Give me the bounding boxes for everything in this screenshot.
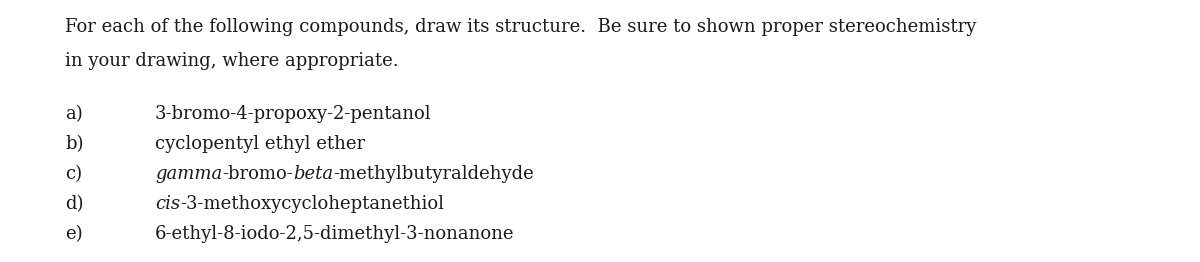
Text: a): a) <box>65 105 83 123</box>
Text: beta: beta <box>293 165 334 183</box>
Text: gamma: gamma <box>155 165 222 183</box>
Text: e): e) <box>65 225 83 243</box>
Text: cyclopentyl ethyl ether: cyclopentyl ethyl ether <box>155 135 365 153</box>
Text: b): b) <box>65 135 84 153</box>
Text: 6-ethyl-8-iodo-2,5-dimethyl-3-nonanone: 6-ethyl-8-iodo-2,5-dimethyl-3-nonanone <box>155 225 515 243</box>
Text: -methylbutyraldehyde: -methylbutyraldehyde <box>334 165 534 183</box>
Text: 3-bromo-4-propoxy-2-pentanol: 3-bromo-4-propoxy-2-pentanol <box>155 105 432 123</box>
Text: For each of the following compounds, draw its structure.  Be sure to shown prope: For each of the following compounds, dra… <box>65 18 977 36</box>
Text: c): c) <box>65 165 82 183</box>
Text: -bromo-: -bromo- <box>222 165 293 183</box>
Text: d): d) <box>65 195 84 213</box>
Text: cis: cis <box>155 195 180 213</box>
Text: in your drawing, where appropriate.: in your drawing, where appropriate. <box>65 52 398 70</box>
Text: -3-methoxycycloheptanethiol: -3-methoxycycloheptanethiol <box>180 195 444 213</box>
